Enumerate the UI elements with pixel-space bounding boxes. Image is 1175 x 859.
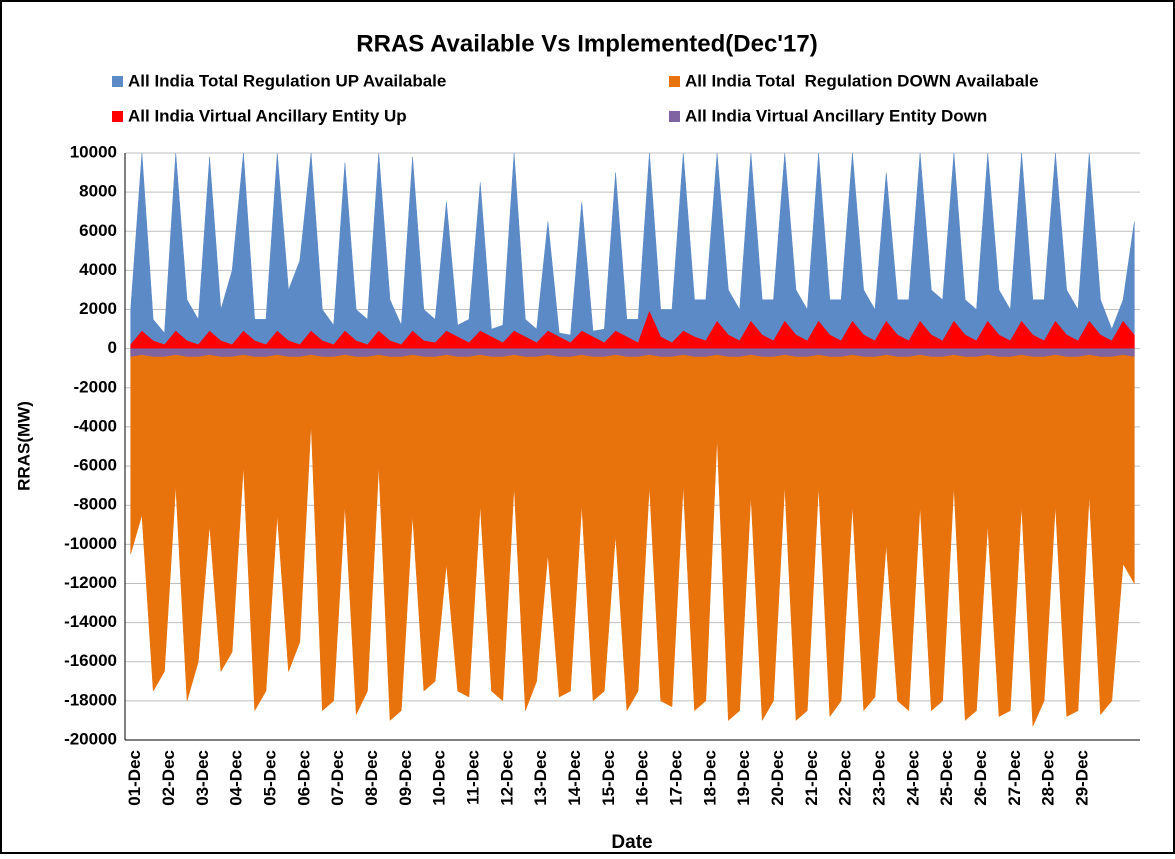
chart-title: RRAS Available Vs Implemented(Dec'17): [356, 30, 817, 57]
y-tick-label: -18000: [64, 690, 117, 709]
y-axis-label: RRAS(MW): [14, 401, 33, 491]
y-tick-label: 10000: [70, 142, 117, 161]
x-tick-label: 26-Dec: [971, 750, 990, 806]
y-tick-label: 6000: [79, 221, 117, 240]
x-tick-label: 04-Dec: [227, 750, 246, 806]
area: [130, 348, 1135, 727]
x-tick-label: 15-Dec: [599, 750, 618, 806]
legend-label: All India Total Regulation UP Availabale: [128, 71, 446, 90]
legend-swatch: [112, 76, 123, 87]
legend-swatch: [112, 111, 123, 122]
y-tick-label: -12000: [64, 573, 117, 592]
y-tick-label: -10000: [64, 534, 117, 553]
area: [130, 310, 1135, 349]
x-tick-label: 19-Dec: [734, 750, 753, 806]
x-tick-label: 13-Dec: [531, 750, 550, 806]
x-tick-label: 28-Dec: [1039, 750, 1058, 806]
x-tick-label: 11-Dec: [463, 750, 482, 805]
x-tick-label: 17-Dec: [666, 750, 685, 806]
x-tick-label: 21-Dec: [802, 750, 821, 806]
x-tick-label: 12-Dec: [497, 750, 516, 806]
x-tick-label: 01-Dec: [125, 750, 144, 806]
y-tick-label: 4000: [79, 260, 117, 279]
x-tick-label: 22-Dec: [836, 750, 855, 806]
x-tick-label: 09-Dec: [396, 750, 415, 806]
x-tick-label: 03-Dec: [193, 750, 212, 806]
y-tick-label: 0: [108, 338, 117, 357]
y-tick-label: 8000: [79, 182, 117, 201]
x-axis-label: Date: [611, 832, 652, 853]
legend-label: All India Total Regulation DOWN Availaba…: [685, 71, 1039, 90]
legend-swatch: [669, 76, 680, 87]
x-tick-label: 05-Dec: [260, 750, 279, 806]
x-tick-label: 20-Dec: [768, 750, 787, 806]
x-tick-label: 10-Dec: [430, 750, 449, 806]
legend-swatch: [669, 111, 680, 122]
y-tick-label: -6000: [74, 456, 117, 475]
y-tick-label: -20000: [64, 729, 117, 748]
x-tick-label: 07-Dec: [328, 750, 347, 806]
x-tick-label: 23-Dec: [869, 750, 888, 806]
x-tick-label: 02-Dec: [159, 750, 178, 806]
x-tick-label: 25-Dec: [937, 750, 956, 806]
area: [130, 152, 1135, 349]
y-tick-label: -14000: [64, 612, 117, 631]
x-tick-label: 18-Dec: [700, 750, 719, 806]
x-tick-label: 06-Dec: [294, 750, 313, 806]
x-tick-label: 27-Dec: [1005, 750, 1024, 806]
y-tick-label: -8000: [74, 495, 117, 514]
y-tick-label: -2000: [74, 377, 117, 396]
y-tick-label: -16000: [64, 651, 117, 670]
y-tick-label: 2000: [79, 299, 117, 318]
x-tick-label: 14-Dec: [565, 750, 584, 806]
x-tick-label: 29-Dec: [1072, 750, 1091, 806]
x-tick-label: 08-Dec: [362, 750, 381, 806]
y-tick-label: -4000: [74, 416, 117, 435]
x-tick-label: 24-Dec: [903, 750, 922, 806]
x-tick-label: 16-Dec: [633, 750, 652, 806]
legend-label: All India Virtual Ancillary Entity Up: [128, 106, 407, 125]
legend-label: All India Virtual Ancillary Entity Down: [685, 106, 987, 125]
area: [130, 348, 1135, 357]
